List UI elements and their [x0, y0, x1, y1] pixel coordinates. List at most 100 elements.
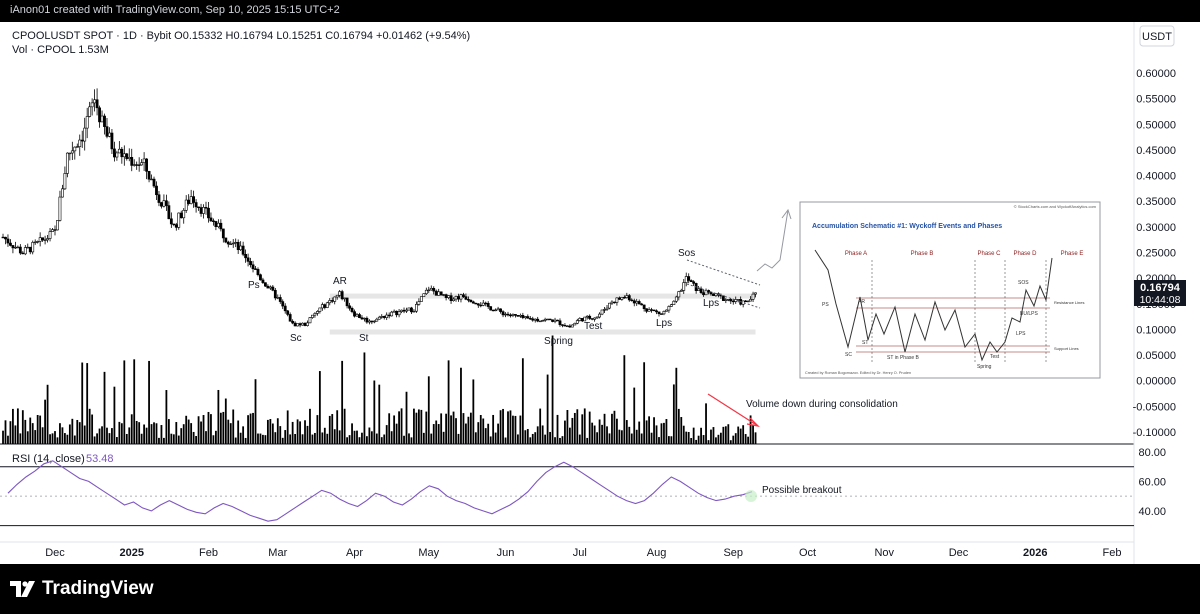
candle-down [192, 196, 196, 203]
time-tick-label: Mar [268, 547, 287, 559]
volume-bar [2, 430, 4, 444]
volume-bar [59, 423, 61, 444]
candle-down [251, 264, 255, 270]
last-price-tag [1134, 280, 1186, 306]
volume-bar [487, 423, 490, 444]
volume-bar [264, 435, 267, 444]
range-level-band [329, 329, 756, 335]
volume-bar [749, 415, 752, 444]
candle-up [437, 291, 441, 296]
volume-bar [479, 415, 482, 444]
volume-bar [695, 439, 698, 444]
candle-up [31, 242, 35, 253]
volume-bar [395, 423, 398, 444]
candle-up [234, 241, 238, 244]
time-axis[interactable]: Dec 2025 Feb Mar Apr May Jun Jul Aug Sep Oct Nov Dec… [45, 547, 1121, 559]
volume-bar [190, 423, 193, 444]
candle-down [330, 300, 334, 302]
candle-down [402, 309, 406, 312]
volume-bar [422, 432, 425, 444]
volume-bar [677, 408, 680, 444]
volume-bar [73, 435, 76, 444]
candle-down [528, 318, 532, 320]
consolidation-range [329, 293, 756, 335]
currency-badge[interactable] [1139, 25, 1175, 47]
candle-down [164, 200, 168, 206]
volume-bar [430, 433, 433, 444]
volume-bar [279, 426, 282, 444]
candle-up [494, 309, 498, 312]
tradingview-logo[interactable]: TradingView [10, 578, 154, 600]
inset-label-st-b: ST in Phase B [887, 355, 920, 361]
volume-bar [101, 426, 103, 444]
volume-bar [729, 440, 732, 444]
candle-up [481, 302, 485, 306]
volume-bar [710, 429, 712, 444]
volume-bar [648, 416, 650, 444]
candle-up [367, 320, 371, 323]
volume-bar [274, 432, 277, 444]
volume-bar [754, 432, 757, 444]
volume-bar [534, 432, 537, 444]
candle-down [145, 158, 148, 172]
chart-canvas[interactable]: CPOOLUSDT SPOT · 1D · Bybit O0.15332 H0.… [0, 22, 1200, 564]
candle-down [350, 307, 354, 312]
candle-up [301, 322, 304, 326]
breakout-highlight [745, 490, 757, 502]
candle-down [21, 252, 25, 255]
candle-up [308, 317, 312, 324]
volume-bar [239, 432, 242, 444]
volume-bar [578, 434, 581, 444]
volume-bar [237, 420, 240, 444]
volume-bar [158, 437, 160, 444]
volume-bar [437, 424, 440, 444]
candle-up [13, 246, 17, 249]
volume-bar [294, 433, 297, 444]
candle-down [264, 282, 267, 287]
volume-bar [643, 362, 646, 444]
candle-up [751, 293, 755, 300]
candle-down [9, 242, 12, 246]
volume-bar [64, 433, 66, 444]
volume-bar [150, 424, 153, 444]
candle-down [729, 299, 733, 302]
volume-bar [44, 399, 46, 444]
volume-bar [541, 425, 544, 444]
candle-up [724, 299, 728, 301]
volume-bar [249, 413, 252, 444]
volume-bar [435, 420, 438, 444]
volume-bar [625, 420, 628, 444]
price-tick-label: -0.10000 [1133, 427, 1176, 439]
volume-bar [143, 424, 146, 444]
candle-down [249, 261, 252, 266]
candle-down [642, 304, 646, 310]
symbol-legend: CPOOLUSDT SPOT · 1D · Bybit O0.15332 H0.… [12, 30, 470, 42]
candle-up [355, 314, 359, 317]
volume-bar [24, 419, 27, 444]
price-tick-label: 0.60000 [1136, 68, 1176, 80]
volume-bar [86, 363, 89, 444]
time-tick-label: Feb [1103, 547, 1122, 559]
candle-up [338, 291, 342, 296]
volume-bar [665, 419, 668, 444]
volume-bar [492, 414, 495, 444]
volume-bar [687, 432, 690, 444]
volume-bar [318, 371, 321, 444]
candle-down [256, 269, 260, 276]
candle-up [325, 302, 329, 308]
candle-down [137, 164, 141, 166]
volume-bar [702, 435, 705, 444]
volume-bar [484, 428, 487, 444]
volume-bar [405, 391, 408, 444]
candle-down [630, 299, 634, 302]
price-axis[interactable]: 0.60000 0.55000 0.50000 0.45000 0.40000 0.350… [1133, 68, 1176, 439]
candle-down [345, 297, 349, 307]
volume-bar [390, 431, 393, 444]
rsi-pane[interactable]: RSI (14, close) 53.48 80.00 60.00 40.00 Po… [0, 447, 1166, 527]
candle-down [509, 314, 512, 317]
candle-up [684, 276, 688, 283]
inset-label-lps: LPS [1016, 331, 1026, 337]
candle-down [207, 207, 210, 219]
volume-bar [670, 436, 673, 444]
volume-bar [257, 433, 259, 444]
